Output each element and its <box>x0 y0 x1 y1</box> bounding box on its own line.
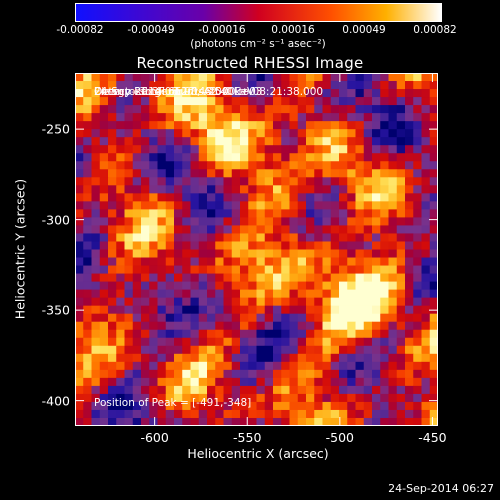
x-tick-label: -600 <box>140 430 169 445</box>
annotation-peak: Position of Peak = [-491,-348] <box>94 397 252 409</box>
colorbar <box>75 3 442 22</box>
y-tick-label: -250 <box>41 121 70 137</box>
annotation-energy: Energy Range: 12.0 - 25.0 keV <box>94 86 255 98</box>
annotation-time: 24-Sep-2014 08:17:48.000 to 08:21:38.000 <box>94 86 324 98</box>
y-tick-label: -300 <box>41 212 70 228</box>
x-tick-label: -550 <box>233 430 262 445</box>
y-tick-label: -400 <box>41 393 70 409</box>
colorbar-unit: (photons cm⁻² s⁻¹ asec⁻²) <box>190 38 326 50</box>
colorbar-tick-label: 0.00016 <box>271 24 315 36</box>
annotation-detectors: Detectors: 3F 6F 9F, Att 0 <box>94 86 229 98</box>
timestamp: 24-Sep-2014 06:27 <box>388 482 494 495</box>
annotation-clean: Clean Total counts: 2.40E+03 <box>94 86 263 98</box>
colorbar-tick-label: -0.00082 <box>56 24 104 36</box>
colorbar-tick-label: 0.00082 <box>413 24 457 36</box>
x-axis-label: Heliocentric X (arcsec) <box>187 446 329 461</box>
rhessi-image <box>75 73 438 426</box>
x-tick-label: -450 <box>418 430 447 445</box>
plot-title: Reconstructed RHESSI Image <box>136 54 364 72</box>
x-tick-label: -500 <box>325 430 355 445</box>
y-tick-label: -350 <box>41 302 70 318</box>
y-axis-label: Heliocentric Y (arcsec) <box>12 178 28 320</box>
colorbar-tick-label: 0.00049 <box>342 24 386 36</box>
colorbar-tick-label: -0.00016 <box>198 24 246 36</box>
colorbar-tick-label: -0.00049 <box>127 24 175 36</box>
